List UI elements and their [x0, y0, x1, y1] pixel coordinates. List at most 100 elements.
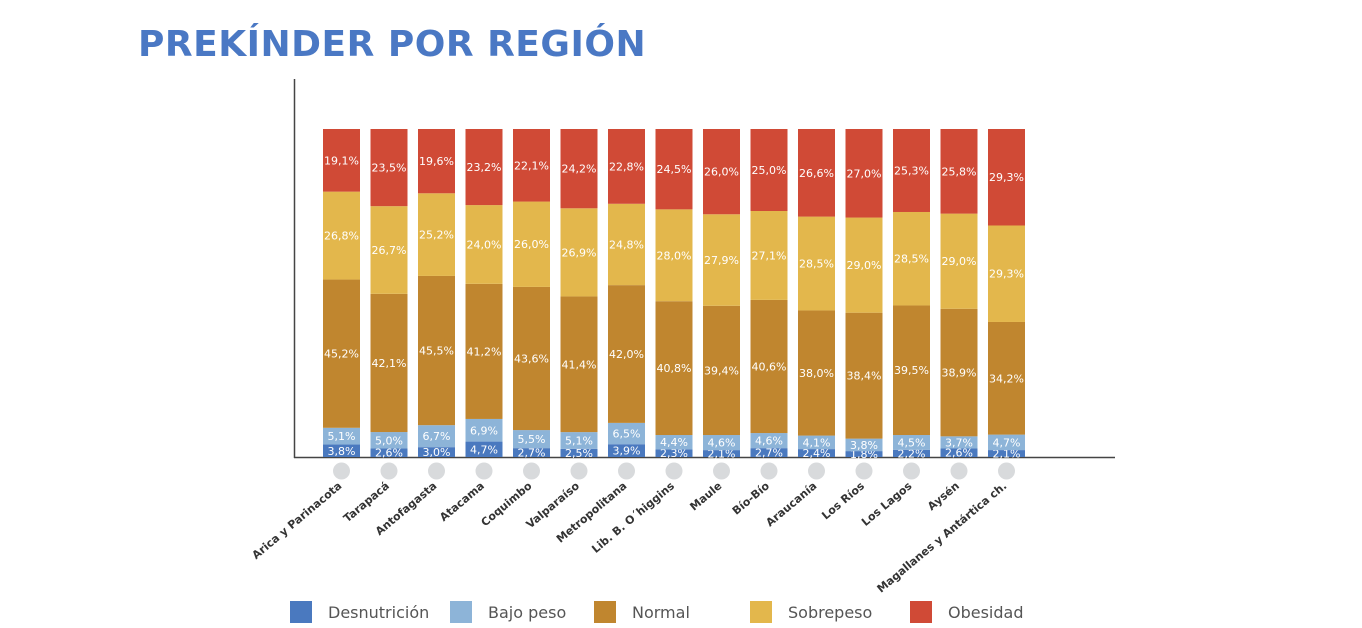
bar-obesidad-atacama [465, 129, 503, 206]
data-label-obesidad-aysen: 25,8% [942, 165, 977, 178]
data-label-normal-tarapaca: 42,1% [372, 357, 407, 370]
legend-swatch-desnutricion [290, 601, 312, 623]
bar-sobrepeso-metropolitana [608, 203, 645, 286]
x-tick-label-aysen: Aysén [925, 479, 962, 513]
data-label-normal-magallanes-y-antartica-ch: 34,2% [989, 372, 1024, 385]
legend-label-desnutricion: Desnutrición [328, 602, 430, 622]
bar-desnutricion-los-rios [845, 451, 883, 457]
data-label-bajo-peso-lib-b-o-higgins: 4,4% [660, 436, 688, 449]
bar-normal-bio-bio [750, 299, 788, 434]
data-label-bajo-peso-antofagasta: 6,7% [423, 430, 451, 443]
bar-normal-aysen [940, 308, 978, 437]
data-label-desnutricion-aysen: 2,6% [945, 447, 973, 460]
data-label-normal-araucania: 38,0% [799, 367, 834, 380]
bar-bajo-peso-arica-y-parinacota [323, 427, 360, 445]
bar-normal-maule [703, 305, 740, 436]
bar-sobrepeso-atacama [465, 205, 503, 284]
bar-desnutricion-metropolitana [608, 444, 645, 457]
data-label-normal-maule: 39,4% [704, 364, 739, 377]
bar-desnutricion-antofagasta [418, 447, 455, 457]
bar-bajo-peso-tarapaca [370, 432, 408, 449]
data-label-bajo-peso-coquimbo: 5,5% [518, 433, 546, 446]
bar-bajo-peso-bio-bio [750, 433, 788, 449]
legend-swatch-obesidad [910, 601, 932, 623]
legend-item-desnutricion: Desnutrición [290, 600, 429, 624]
bar-normal-los-lagos [893, 305, 930, 436]
data-label-bajo-peso-atacama: 6,9% [470, 424, 498, 437]
bar-obesidad-metropolitana [608, 129, 645, 204]
data-label-obesidad-magallanes-y-antartica-ch: 29,3% [989, 171, 1024, 184]
data-label-normal-bio-bio: 40,6% [752, 360, 787, 373]
data-label-desnutricion-coquimbo: 2,7% [518, 447, 546, 460]
bar-desnutricion-lib-b-o-higgins [655, 449, 693, 457]
data-label-bajo-peso-magallanes-y-antartica-ch: 4,7% [993, 436, 1021, 449]
bar-obesidad-valparaiso [560, 129, 598, 209]
data-label-desnutricion-lib-b-o-higgins: 2,3% [660, 447, 688, 460]
bar-sobrepeso-lib-b-o-higgins [655, 209, 693, 302]
data-label-sobrepeso-valparaiso: 26,9% [562, 246, 597, 259]
legend-swatch-sobrepeso [750, 601, 772, 623]
bar-desnutricion-valparaiso [560, 448, 598, 457]
data-label-bajo-peso-tarapaca: 5,0% [375, 434, 403, 447]
bar-bajo-peso-los-lagos [893, 435, 930, 450]
legend-swatch-bajo-peso [450, 601, 472, 623]
bar-sobrepeso-tarapaca [370, 206, 408, 294]
data-label-obesidad-maule: 26,0% [704, 166, 739, 179]
data-label-sobrepeso-bio-bio: 27,1% [752, 249, 787, 262]
data-label-obesidad-coquimbo: 22,1% [514, 159, 549, 172]
bar-normal-metropolitana [608, 285, 645, 423]
data-label-sobrepeso-antofagasta: 25,2% [419, 229, 454, 242]
bar-obesidad-magallanes-y-antartica-ch [988, 129, 1025, 226]
data-label-desnutricion-bio-bio: 2,7% [755, 447, 783, 460]
category-marker-arica-y-parinacota [333, 462, 350, 480]
bar-sobrepeso-los-lagos [893, 211, 930, 306]
x-tick-label-arica-y-parinacota: Arica y Parinacota [250, 479, 345, 562]
data-label-sobrepeso-coquimbo: 26,0% [514, 238, 549, 251]
legend-item-obesidad: Obesidad [910, 600, 1024, 624]
bar-normal-valparaiso [560, 296, 598, 433]
category-marker-lib-b-o-higgins [665, 462, 683, 480]
bar-obesidad-los-lagos [893, 129, 930, 212]
chart-legend: Desnutrición Bajo peso Normal Sobrepeso Obes… [290, 600, 1050, 624]
bar-sobrepeso-los-rios [845, 217, 883, 313]
category-marker-araucania [808, 462, 825, 480]
bar-sobrepeso-valparaiso [560, 208, 598, 297]
category-marker-los-rios [855, 462, 873, 480]
data-label-sobrepeso-los-lagos: 28,5% [894, 253, 929, 266]
data-label-desnutricion-los-lagos: 2,2% [898, 447, 926, 460]
bar-desnutricion-bio-bio [750, 448, 788, 457]
bar-desnutricion-magallanes-y-antartica-ch [988, 450, 1025, 457]
bar-obesidad-aysen [940, 129, 978, 214]
data-label-normal-valparaiso: 41,4% [562, 358, 597, 371]
bar-sobrepeso-aysen [940, 213, 978, 309]
bar-normal-tarapaca [370, 293, 408, 433]
bar-normal-lib-b-o-higgins [655, 301, 693, 436]
bar-bajo-peso-magallanes-y-antartica-ch [988, 434, 1025, 451]
data-label-obesidad-antofagasta: 19,6% [419, 155, 454, 168]
data-label-obesidad-tarapaca: 23,5% [372, 162, 407, 175]
data-label-desnutricion-araucania: 2,4% [803, 447, 831, 460]
data-label-obesidad-valparaiso: 24,2% [562, 163, 597, 176]
data-label-normal-atacama: 41,2% [467, 345, 502, 358]
bar-obesidad-arica-y-parinacota [323, 129, 360, 192]
bar-sobrepeso-araucania [798, 216, 835, 311]
bar-bajo-peso-los-rios [845, 438, 883, 452]
bar-obesidad-bio-bio [750, 129, 788, 211]
bar-bajo-peso-atacama [465, 418, 503, 442]
data-label-obesidad-los-lagos: 25,3% [894, 164, 929, 177]
data-label-sobrepeso-magallanes-y-antartica-ch: 29,3% [989, 268, 1024, 281]
data-label-normal-coquimbo: 43,6% [514, 353, 549, 366]
bar-desnutricion-maule [703, 450, 740, 457]
data-label-obesidad-araucania: 26,6% [799, 167, 834, 180]
data-label-sobrepeso-lib-b-o-higgins: 28,0% [657, 249, 692, 262]
data-label-obesidad-atacama: 23,2% [467, 161, 502, 174]
category-marker-los-lagos [903, 462, 920, 480]
category-marker-antofagasta [428, 462, 445, 480]
bar-sobrepeso-magallanes-y-antartica-ch [988, 225, 1025, 322]
data-label-bajo-peso-maule: 4,6% [708, 437, 736, 450]
category-marker-bio-bio [760, 462, 778, 480]
bar-desnutricion-arica-y-parinacota [323, 444, 360, 457]
bar-normal-arica-y-parinacota [323, 279, 360, 428]
data-label-bajo-peso-los-rios: 3,8% [850, 439, 878, 452]
